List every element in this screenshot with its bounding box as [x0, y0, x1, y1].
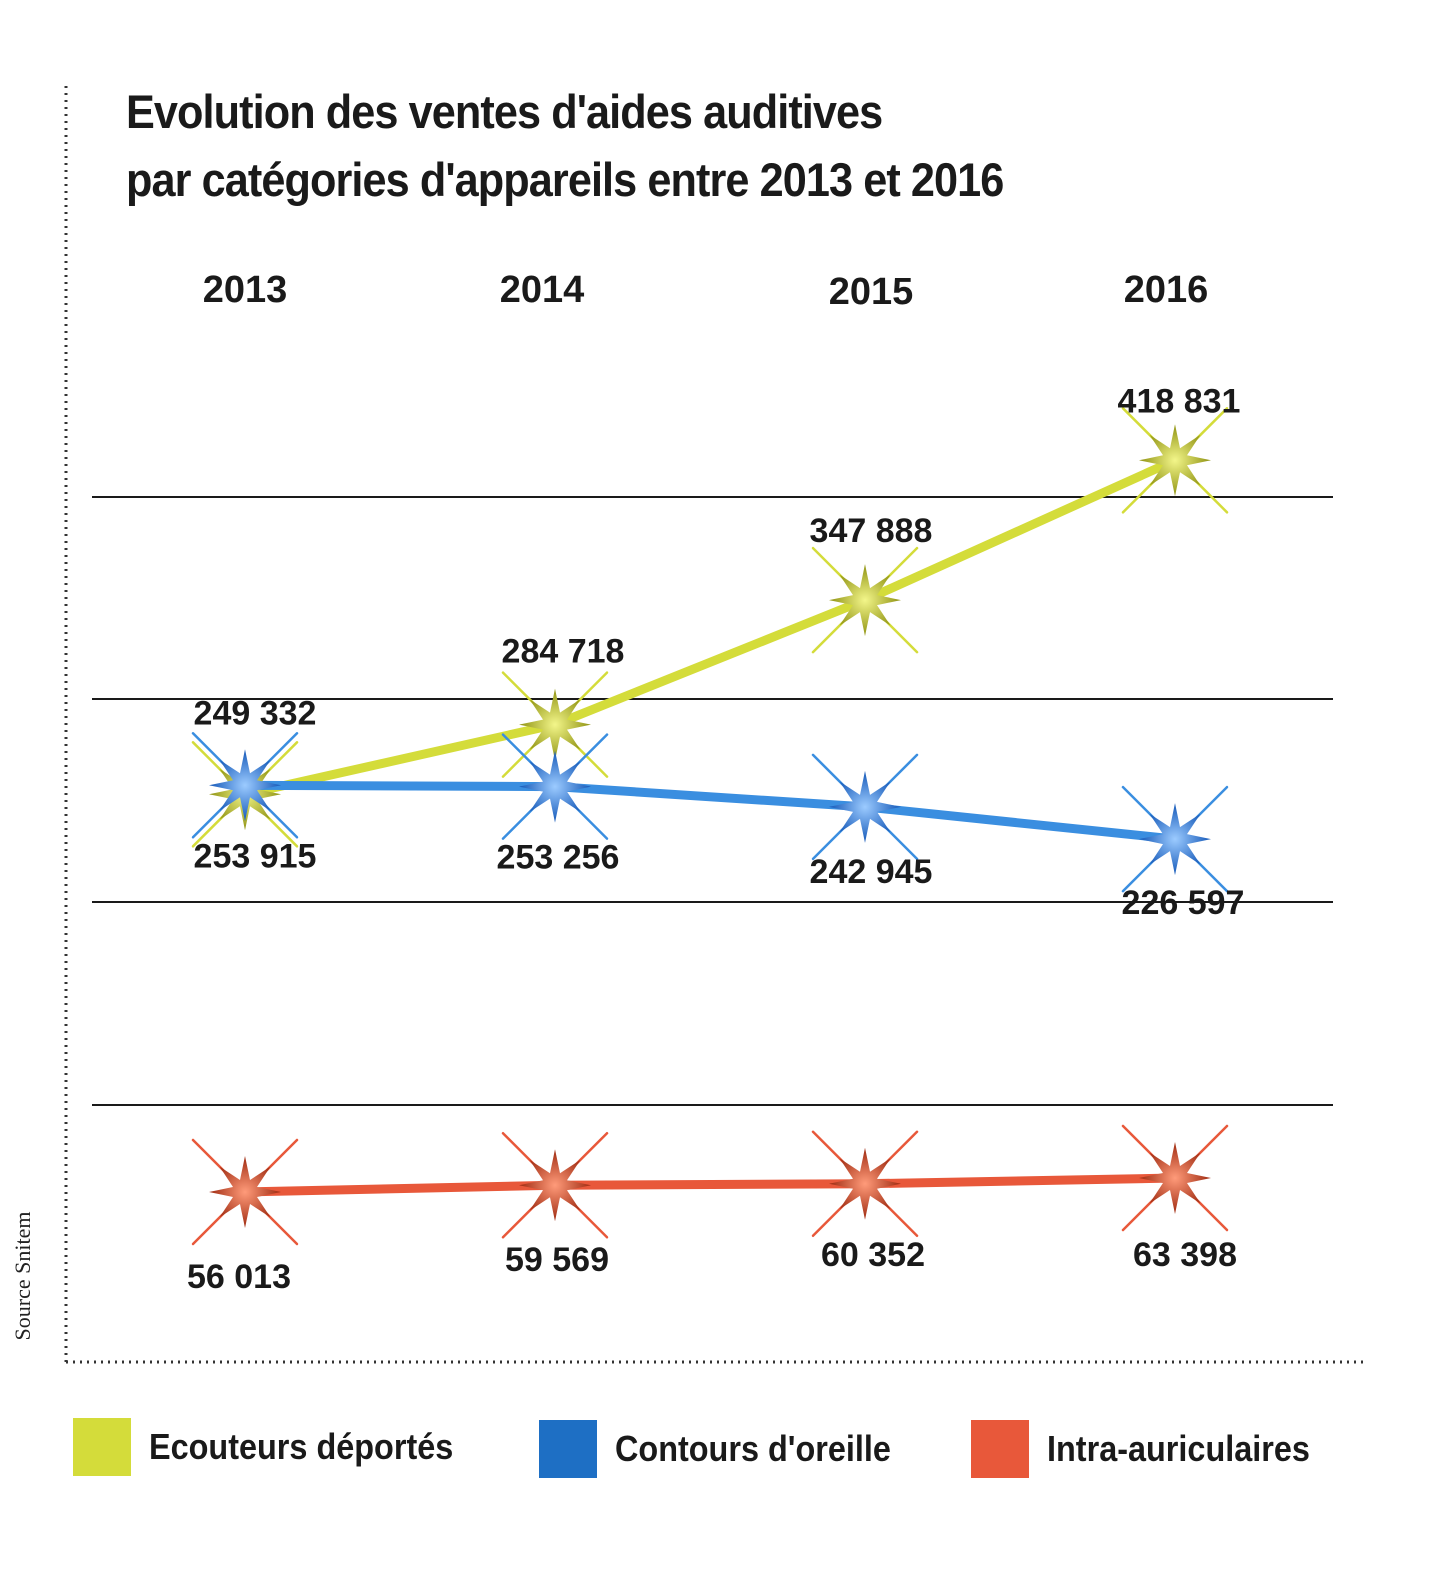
legend-label: Contours d'oreille [615, 1428, 891, 1469]
data-label: 253 256 [497, 839, 620, 877]
data-label: 63 398 [1133, 1236, 1237, 1274]
chart-title-line-2: par catégories d'appareils entre 2013 et… [126, 153, 1004, 206]
data-label: 60 352 [821, 1236, 925, 1274]
legend-swatch [971, 1420, 1029, 1478]
x-tick-label: 2014 [500, 269, 585, 311]
data-label: 284 718 [502, 633, 625, 671]
data-label: 418 831 [1118, 382, 1241, 420]
data-point-marker [811, 546, 919, 654]
x-axis-ticks: 2013 2014 2015 2016 [203, 269, 1209, 313]
star-marker [829, 564, 901, 637]
series-lines [240, 455, 1180, 1197]
x-tick-label: 2013 [203, 269, 288, 311]
data-label: 253 915 [194, 837, 317, 875]
star-marker [519, 688, 591, 761]
star-marker [829, 770, 901, 843]
legend-swatch [73, 1418, 131, 1476]
data-point-marker [501, 733, 609, 840]
data-point-marker [501, 1131, 609, 1239]
chart-title: Evolution des ventes d'aides auditives p… [126, 78, 1184, 214]
star-marker [1139, 1142, 1211, 1214]
star-marker [209, 749, 281, 822]
star-marker [209, 1156, 281, 1228]
star-marker [1139, 803, 1211, 876]
star-marker [1139, 424, 1211, 497]
data-point-marker [1121, 1124, 1229, 1232]
data-point-marker [811, 753, 919, 861]
data-label: 347 888 [810, 512, 933, 550]
star-marker [519, 750, 591, 823]
data-point-marker [1121, 407, 1229, 514]
data-label: 226 597 [1122, 884, 1245, 922]
star-marker [519, 1149, 591, 1222]
series-markers [191, 407, 1229, 1246]
gridlines [92, 496, 1333, 1106]
chart-frame [64, 86, 1368, 1364]
series-line [240, 1173, 1180, 1197]
legend-swatch [539, 1420, 597, 1478]
chart-title-line-1: Evolution des ventes d'aides auditives [126, 85, 883, 138]
source-note: Source Snitem [8, 1186, 38, 1366]
legend-label: Intra-auriculaires [1047, 1428, 1310, 1469]
x-tick-label: 2016 [1124, 269, 1209, 311]
legend-label: Ecouteurs déportés [149, 1426, 454, 1467]
data-label: 242 945 [810, 853, 933, 891]
series-line [240, 780, 1180, 844]
data-point-marker [811, 1130, 919, 1238]
data-label: 249 332 [194, 694, 317, 732]
source-text: Source Snitem [10, 1211, 35, 1341]
data-label: 56 013 [187, 1258, 291, 1296]
data-label: 59 569 [505, 1241, 609, 1279]
series-line [240, 455, 1180, 799]
data-point-marker [191, 1138, 299, 1246]
data-point-marker [501, 671, 609, 778]
data-point-marker [191, 732, 299, 839]
star-marker [829, 1147, 901, 1220]
data-point-marker [1121, 785, 1229, 893]
data-labels: 249 332 284 718 347 888 418 831 253 915 253 2… [187, 382, 1244, 1296]
x-tick-label: 2015 [829, 271, 914, 313]
